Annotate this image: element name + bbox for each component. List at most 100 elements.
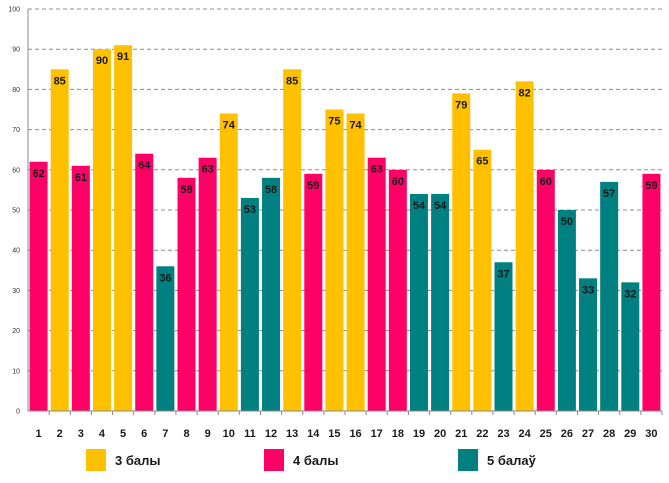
bar-16 bbox=[346, 113, 365, 412]
data-label-16: 74 bbox=[349, 120, 362, 132]
bar-1 bbox=[29, 161, 48, 411]
data-label-13: 85 bbox=[286, 75, 298, 87]
data-label-23: 37 bbox=[497, 268, 509, 280]
bar-29 bbox=[621, 282, 640, 411]
bar-13 bbox=[283, 69, 302, 412]
bar-25 bbox=[536, 169, 555, 411]
bar-28 bbox=[600, 181, 619, 411]
data-label-12: 58 bbox=[265, 184, 277, 196]
data-label-29: 32 bbox=[624, 288, 636, 300]
data-label-30: 59 bbox=[645, 180, 657, 192]
bar-19 bbox=[409, 193, 428, 411]
data-label-10: 74 bbox=[223, 120, 236, 132]
bar-22 bbox=[473, 149, 492, 411]
x-tick-label-5: 5 bbox=[120, 428, 126, 440]
legend-item-4: 4 балы bbox=[264, 448, 338, 472]
bar-20 bbox=[431, 193, 450, 411]
x-tick-label-18: 18 bbox=[392, 428, 404, 440]
x-tick-label-20: 20 bbox=[434, 428, 446, 440]
data-label-25: 60 bbox=[540, 176, 552, 188]
legend-label-4: 4 балы bbox=[293, 452, 339, 468]
y-tick-label: 20 bbox=[12, 328, 20, 335]
data-label-8: 58 bbox=[180, 184, 192, 196]
x-tick-label-7: 7 bbox=[162, 428, 168, 440]
x-tick-label-17: 17 bbox=[371, 428, 383, 440]
x-tick-label-22: 22 bbox=[476, 428, 488, 440]
y-axis: 0 10 20 30 40 50 60 70 80 90 100 bbox=[8, 7, 29, 416]
bars bbox=[29, 45, 661, 412]
data-label-1: 62 bbox=[32, 168, 44, 180]
bar-17 bbox=[367, 157, 386, 411]
y-tick-label: 90 bbox=[12, 47, 20, 54]
x-tick-label-13: 13 bbox=[286, 428, 298, 440]
bar-10 bbox=[219, 113, 238, 412]
y-tick-label: 80 bbox=[12, 87, 20, 94]
bar-7 bbox=[156, 266, 175, 411]
x-tick-label-27: 27 bbox=[582, 428, 594, 440]
y-tick-label: 50 bbox=[12, 208, 20, 215]
x-tick-label-11: 11 bbox=[244, 428, 256, 440]
legend-swatch-5 bbox=[458, 449, 478, 471]
x-tick-label-10: 10 bbox=[223, 428, 235, 440]
bar-30 bbox=[642, 173, 661, 411]
data-label-22: 65 bbox=[476, 156, 488, 168]
legend-item-3: 3 балы bbox=[86, 448, 160, 472]
bar-5 bbox=[114, 45, 133, 412]
data-labels: 62 85 61 90 91 64 36 58 63 74 53 58 85 59 75 74 63 60 54 54… bbox=[32, 51, 657, 300]
data-label-15: 75 bbox=[328, 116, 340, 128]
x-tick-label-4: 4 bbox=[99, 428, 106, 440]
x-tick-label-21: 21 bbox=[455, 428, 467, 440]
bar-12 bbox=[262, 177, 281, 411]
y-tick-label: 10 bbox=[12, 368, 20, 375]
data-label-2: 85 bbox=[54, 75, 66, 87]
x-tick-label-2: 2 bbox=[57, 428, 63, 440]
bar-8 bbox=[177, 177, 196, 411]
bar-18 bbox=[388, 169, 407, 411]
x-tick-label-9: 9 bbox=[205, 428, 211, 440]
y-tick-label: 100 bbox=[8, 7, 20, 14]
bar-24 bbox=[515, 81, 534, 412]
x-tick-label-12: 12 bbox=[265, 428, 277, 440]
x-tick-label-1: 1 bbox=[36, 428, 42, 440]
x-tick-label-29: 29 bbox=[624, 428, 636, 440]
data-label-17: 63 bbox=[371, 164, 383, 176]
bar-23 bbox=[494, 262, 513, 411]
x-axis: 1 2 3 4 5 6 7 8 9 10 11 12 13 14 15 16 17 18 19 20 21 22 23 24 2… bbox=[28, 410, 663, 440]
bar-3 bbox=[71, 165, 90, 411]
x-tick-label-14: 14 bbox=[307, 428, 320, 440]
data-label-7: 36 bbox=[159, 272, 171, 284]
data-label-11: 53 bbox=[244, 204, 256, 216]
data-label-6: 64 bbox=[138, 160, 151, 172]
x-tick-label-19: 19 bbox=[413, 428, 425, 440]
bar-9 bbox=[198, 157, 217, 411]
x-tick-label-23: 23 bbox=[497, 428, 509, 440]
y-tick-label: 70 bbox=[12, 127, 20, 134]
data-label-20: 54 bbox=[434, 200, 447, 212]
x-tick-label-24: 24 bbox=[519, 428, 532, 440]
bar-2 bbox=[50, 69, 69, 412]
gridlines bbox=[28, 8, 662, 372]
x-tick-label-26: 26 bbox=[561, 428, 573, 440]
y-tick-label: 60 bbox=[12, 167, 20, 174]
x-tick-label-3: 3 bbox=[78, 428, 84, 440]
data-label-28: 57 bbox=[603, 188, 615, 200]
bar-14 bbox=[304, 173, 323, 411]
x-tick-label-16: 16 bbox=[349, 428, 361, 440]
bar-27 bbox=[579, 278, 598, 411]
y-tick-label: 40 bbox=[12, 248, 20, 255]
legend-item-5: 5 балаў bbox=[458, 448, 536, 472]
data-label-19: 54 bbox=[413, 200, 426, 212]
y-tick-label: 0 bbox=[16, 409, 20, 416]
legend-swatch-4 bbox=[264, 449, 284, 471]
bar-6 bbox=[135, 153, 154, 411]
x-tick-label-8: 8 bbox=[183, 428, 189, 440]
x-tick-label-30: 30 bbox=[645, 428, 657, 440]
data-label-26: 50 bbox=[561, 216, 573, 228]
data-label-18: 60 bbox=[392, 176, 404, 188]
data-label-9: 63 bbox=[202, 164, 214, 176]
x-tick-label-15: 15 bbox=[328, 428, 340, 440]
bar-21 bbox=[452, 93, 471, 412]
data-label-5: 91 bbox=[117, 51, 129, 63]
data-label-24: 82 bbox=[519, 87, 531, 99]
